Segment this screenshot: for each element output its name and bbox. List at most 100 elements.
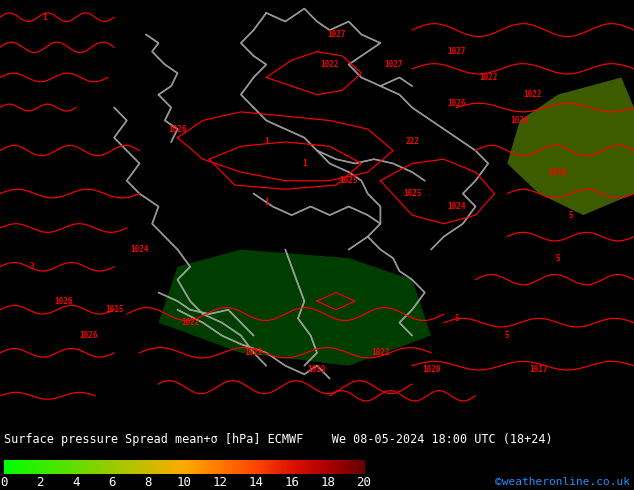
Bar xyxy=(214,460,216,474)
Bar xyxy=(256,460,257,474)
Bar xyxy=(5,460,7,474)
Text: 1027: 1027 xyxy=(447,47,466,56)
Text: 1: 1 xyxy=(42,13,47,22)
Bar xyxy=(101,460,103,474)
Text: 1022: 1022 xyxy=(479,73,498,82)
Bar xyxy=(309,460,311,474)
Bar xyxy=(210,460,212,474)
Text: 4: 4 xyxy=(72,476,80,489)
Bar xyxy=(29,460,31,474)
Bar xyxy=(271,460,273,474)
Text: 16: 16 xyxy=(285,476,299,489)
Bar xyxy=(335,460,337,474)
Bar xyxy=(181,460,183,474)
Bar xyxy=(173,460,175,474)
Bar xyxy=(196,460,198,474)
Bar xyxy=(318,460,320,474)
Bar xyxy=(160,460,162,474)
Text: 18: 18 xyxy=(321,476,335,489)
Bar xyxy=(119,460,121,474)
Bar xyxy=(152,460,153,474)
Text: 1022: 1022 xyxy=(320,60,339,69)
Bar xyxy=(131,460,133,474)
Bar xyxy=(120,460,122,474)
Bar xyxy=(232,460,234,474)
Bar xyxy=(193,460,195,474)
Bar xyxy=(63,460,65,474)
Bar xyxy=(123,460,124,474)
Bar xyxy=(107,460,109,474)
Bar xyxy=(146,460,147,474)
Text: 1: 1 xyxy=(264,138,269,147)
Bar xyxy=(254,460,256,474)
Bar xyxy=(192,460,194,474)
Bar xyxy=(6,460,8,474)
Text: 5: 5 xyxy=(505,331,510,340)
Bar xyxy=(219,460,221,474)
Bar xyxy=(314,460,315,474)
Bar xyxy=(91,460,92,474)
Bar xyxy=(149,460,151,474)
Bar xyxy=(228,460,230,474)
Text: 1019: 1019 xyxy=(548,168,567,176)
Bar xyxy=(304,460,306,474)
Bar xyxy=(243,460,245,474)
Bar xyxy=(310,460,312,474)
Bar xyxy=(25,460,27,474)
Bar xyxy=(291,460,292,474)
Bar xyxy=(286,460,288,474)
Bar xyxy=(127,460,129,474)
Bar xyxy=(204,460,206,474)
Bar xyxy=(40,460,42,474)
Bar xyxy=(257,460,259,474)
Bar xyxy=(49,460,51,474)
Bar xyxy=(212,460,213,474)
Bar xyxy=(36,460,37,474)
Bar xyxy=(55,460,56,474)
Text: 1026: 1026 xyxy=(168,124,187,134)
Bar xyxy=(147,460,148,474)
Bar xyxy=(71,460,73,474)
Bar xyxy=(197,460,199,474)
Bar xyxy=(48,460,50,474)
Bar xyxy=(24,460,26,474)
Bar xyxy=(261,460,262,474)
Bar xyxy=(240,460,242,474)
Bar xyxy=(322,460,324,474)
Bar xyxy=(134,460,135,474)
Text: ©weatheronline.co.uk: ©weatheronline.co.uk xyxy=(495,477,630,487)
Bar xyxy=(189,460,190,474)
Bar xyxy=(93,460,94,474)
Bar xyxy=(262,460,264,474)
Bar xyxy=(141,460,143,474)
Bar xyxy=(112,460,113,474)
Text: 12: 12 xyxy=(212,476,228,489)
Text: 3: 3 xyxy=(29,262,34,271)
Bar xyxy=(158,460,160,474)
Bar xyxy=(207,460,209,474)
Bar xyxy=(250,460,252,474)
Bar xyxy=(22,460,23,474)
Bar xyxy=(225,460,226,474)
Bar xyxy=(323,460,325,474)
Bar xyxy=(268,460,269,474)
Text: 1: 1 xyxy=(264,197,269,207)
Bar xyxy=(57,460,58,474)
Bar xyxy=(269,460,271,474)
Bar xyxy=(21,460,22,474)
Text: 1025: 1025 xyxy=(403,189,422,198)
Bar xyxy=(65,460,67,474)
Bar xyxy=(231,460,233,474)
Bar xyxy=(266,460,268,474)
Bar xyxy=(233,460,235,474)
Bar xyxy=(270,460,272,474)
Bar xyxy=(224,460,225,474)
Bar xyxy=(295,460,297,474)
Bar xyxy=(124,460,126,474)
Bar xyxy=(113,460,115,474)
Bar xyxy=(68,460,69,474)
Bar xyxy=(28,460,30,474)
Bar xyxy=(176,460,178,474)
Bar xyxy=(158,460,159,474)
Bar xyxy=(285,460,287,474)
